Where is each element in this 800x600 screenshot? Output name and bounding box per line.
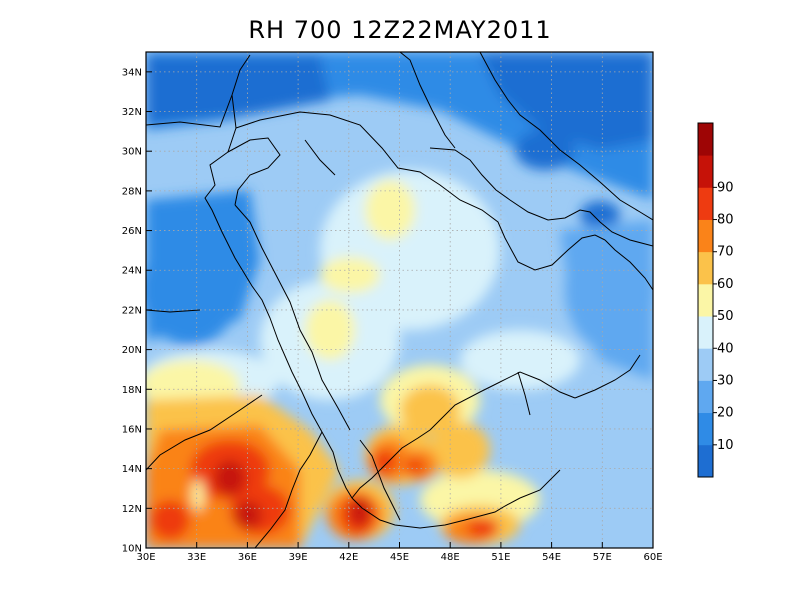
coastlines <box>146 52 653 548</box>
colorbar-swatch <box>698 444 713 478</box>
y-tick-label: 28N <box>122 186 142 197</box>
colorbar-swatch <box>698 316 713 349</box>
x-tick-label: 57E <box>593 552 612 563</box>
y-axis: 10N 12N 14N 16N 18N 20N 22N 24N 26N 28N 30N 32N 34N <box>122 67 152 555</box>
y-tick-label: 32N <box>122 107 142 118</box>
colorbar-label: 10 <box>717 438 734 453</box>
colorbar-swatch <box>698 219 713 253</box>
x-tick-label: 51E <box>491 552 510 563</box>
y-tick-label: 10N <box>122 544 142 555</box>
colorbar-swatch <box>698 187 713 220</box>
x-tick-label: 48E <box>441 552 460 563</box>
colorbar-label: 30 <box>717 373 734 388</box>
x-tick-label: 36E <box>238 552 257 563</box>
y-tick-label: 26N <box>122 226 142 237</box>
colorbar-frame <box>697 122 714 478</box>
colorbar-swatch <box>698 412 713 446</box>
x-tick-label: 45E <box>390 552 409 563</box>
plot-title: RH 700 12Z22MAY2011 <box>248 16 552 44</box>
colorbar-swatch <box>698 380 713 414</box>
y-tick-label: 22N <box>122 305 142 316</box>
y-tick-label: 20N <box>122 345 142 356</box>
colorbar-swatch <box>698 123 713 156</box>
x-tick-label: 33E <box>187 552 206 563</box>
colorbar-swatch <box>698 155 713 188</box>
x-tick-label: 30E <box>136 552 155 563</box>
y-tick-label: 12N <box>122 504 142 515</box>
y-tick-label: 24N <box>122 266 142 277</box>
x-tick-label: 60E <box>643 552 662 563</box>
colorbar-label: 60 <box>717 277 734 292</box>
y-tick-label: 30N <box>122 147 142 158</box>
colorbar-swatch <box>698 283 713 317</box>
x-tick-label: 39E <box>289 552 308 563</box>
colorbar-swatch <box>698 348 713 381</box>
x-tick-label: 42E <box>339 552 358 563</box>
map-grid <box>146 52 653 548</box>
x-axis: 30E 33E 36E 39E 42E 45E 48E 51E 54E 57E 60E <box>136 542 663 563</box>
colorbar: 10 20 30 40 50 60 70 80 90 <box>697 122 734 478</box>
colorbar-swatch <box>698 251 713 285</box>
colorbar-label: 20 <box>717 406 734 421</box>
colorbar-label: 40 <box>717 341 734 356</box>
colorbar-label: 90 <box>717 180 734 195</box>
y-tick-label: 16N <box>122 424 142 435</box>
y-tick-label: 18N <box>122 385 142 396</box>
y-tick-label: 34N <box>122 67 142 78</box>
y-tick-label: 14N <box>122 464 142 475</box>
colorbar-label: 50 <box>717 309 734 324</box>
x-tick-label: 54E <box>542 552 561 563</box>
colorbar-label: 80 <box>717 213 734 228</box>
colorbar-label: 70 <box>717 245 734 260</box>
